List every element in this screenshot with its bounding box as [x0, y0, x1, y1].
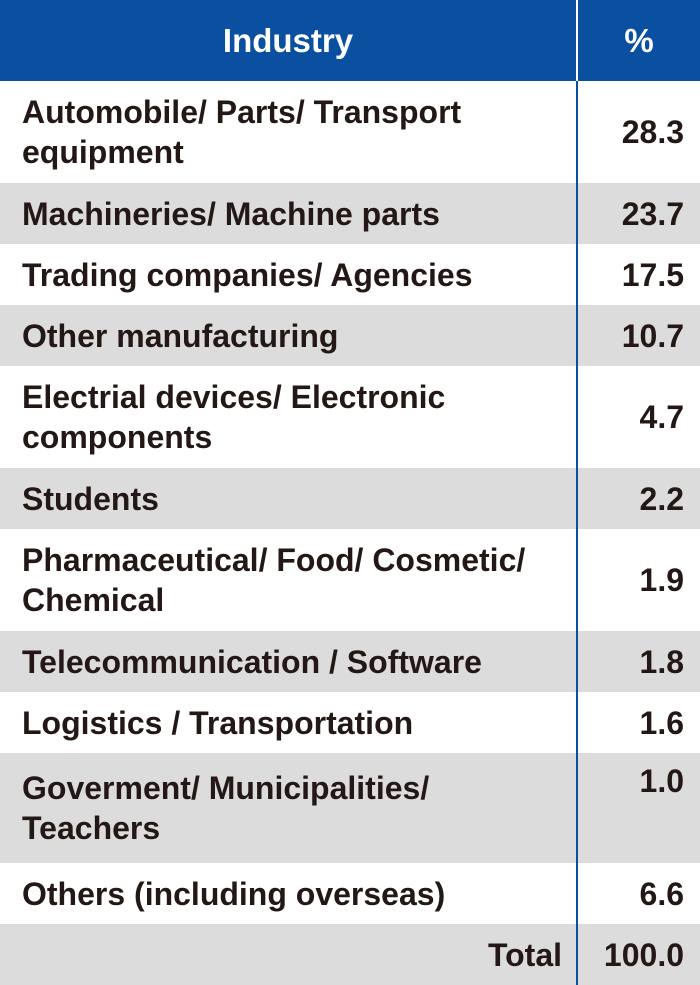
table-row: Students 2.2 [0, 468, 700, 529]
industry-cell: Goverment/ Municipalities/ Teachers [0, 753, 577, 863]
percent-cell: 1.0 [576, 753, 700, 863]
table-row: Others (including overseas) 6.6 [0, 863, 700, 924]
percent-column-header: % [577, 0, 700, 81]
table-row: Telecommunication / Software 1.8 [0, 631, 700, 692]
industry-cell: Automobile/ Parts/ Transport equipment [22, 94, 462, 170]
table-row: Machineries/ Machine parts 23.7 [0, 183, 700, 244]
industry-cell: Other manufacturing [0, 305, 577, 366]
table-row: Logistics / Transportation 1.6 [0, 692, 700, 753]
total-row: Total 100.0 [0, 924, 700, 985]
table-row: Other manufacturing 10.7 [0, 305, 700, 366]
industry-cell: Trading companies/ Agencies [22, 256, 473, 293]
percent-cell: 1.6 [576, 692, 700, 753]
table-row: Trading companies/ Agencies 17.5 [0, 244, 700, 305]
industry-cell: Logistics / Transportation [22, 704, 414, 741]
table-row: Electrial devices/ Electronic components… [0, 366, 700, 468]
percent-cell: 4.7 [576, 366, 700, 468]
table-row: Goverment/ Municipalities/ Teachers 1.0 [0, 753, 700, 863]
industry-cell: Electrial devices/ Electronic components [22, 379, 446, 455]
percent-cell: 1.8 [576, 631, 700, 692]
table-row: Automobile/ Parts/ Transport equipment 2… [0, 81, 700, 183]
percent-cell: 6.6 [576, 863, 700, 924]
percent-cell: 2.2 [576, 468, 700, 529]
percent-cell: 1.9 [576, 529, 700, 631]
industry-cell: Pharmaceutical/ Food/ Cosmetic/ Chemical [22, 542, 526, 618]
industry-cell: Telecommunication / Software [0, 631, 577, 692]
percent-cell: 17.5 [576, 244, 700, 305]
header-row: Industry % [0, 0, 700, 81]
total-percent: 100.0 [576, 924, 700, 985]
percent-cell: 10.7 [576, 305, 700, 366]
percent-cell: 28.3 [576, 81, 700, 183]
industry-cell: Others (including overseas) [22, 875, 446, 912]
total-label: Total [0, 924, 577, 985]
industry-column-header: Industry [0, 0, 578, 81]
table-row: Pharmaceutical/ Food/ Cosmetic/ Chemical… [0, 529, 700, 631]
percent-cell: 23.7 [576, 183, 700, 244]
industry-cell: Machineries/ Machine parts [0, 183, 577, 244]
industry-cell: Students [0, 468, 577, 529]
